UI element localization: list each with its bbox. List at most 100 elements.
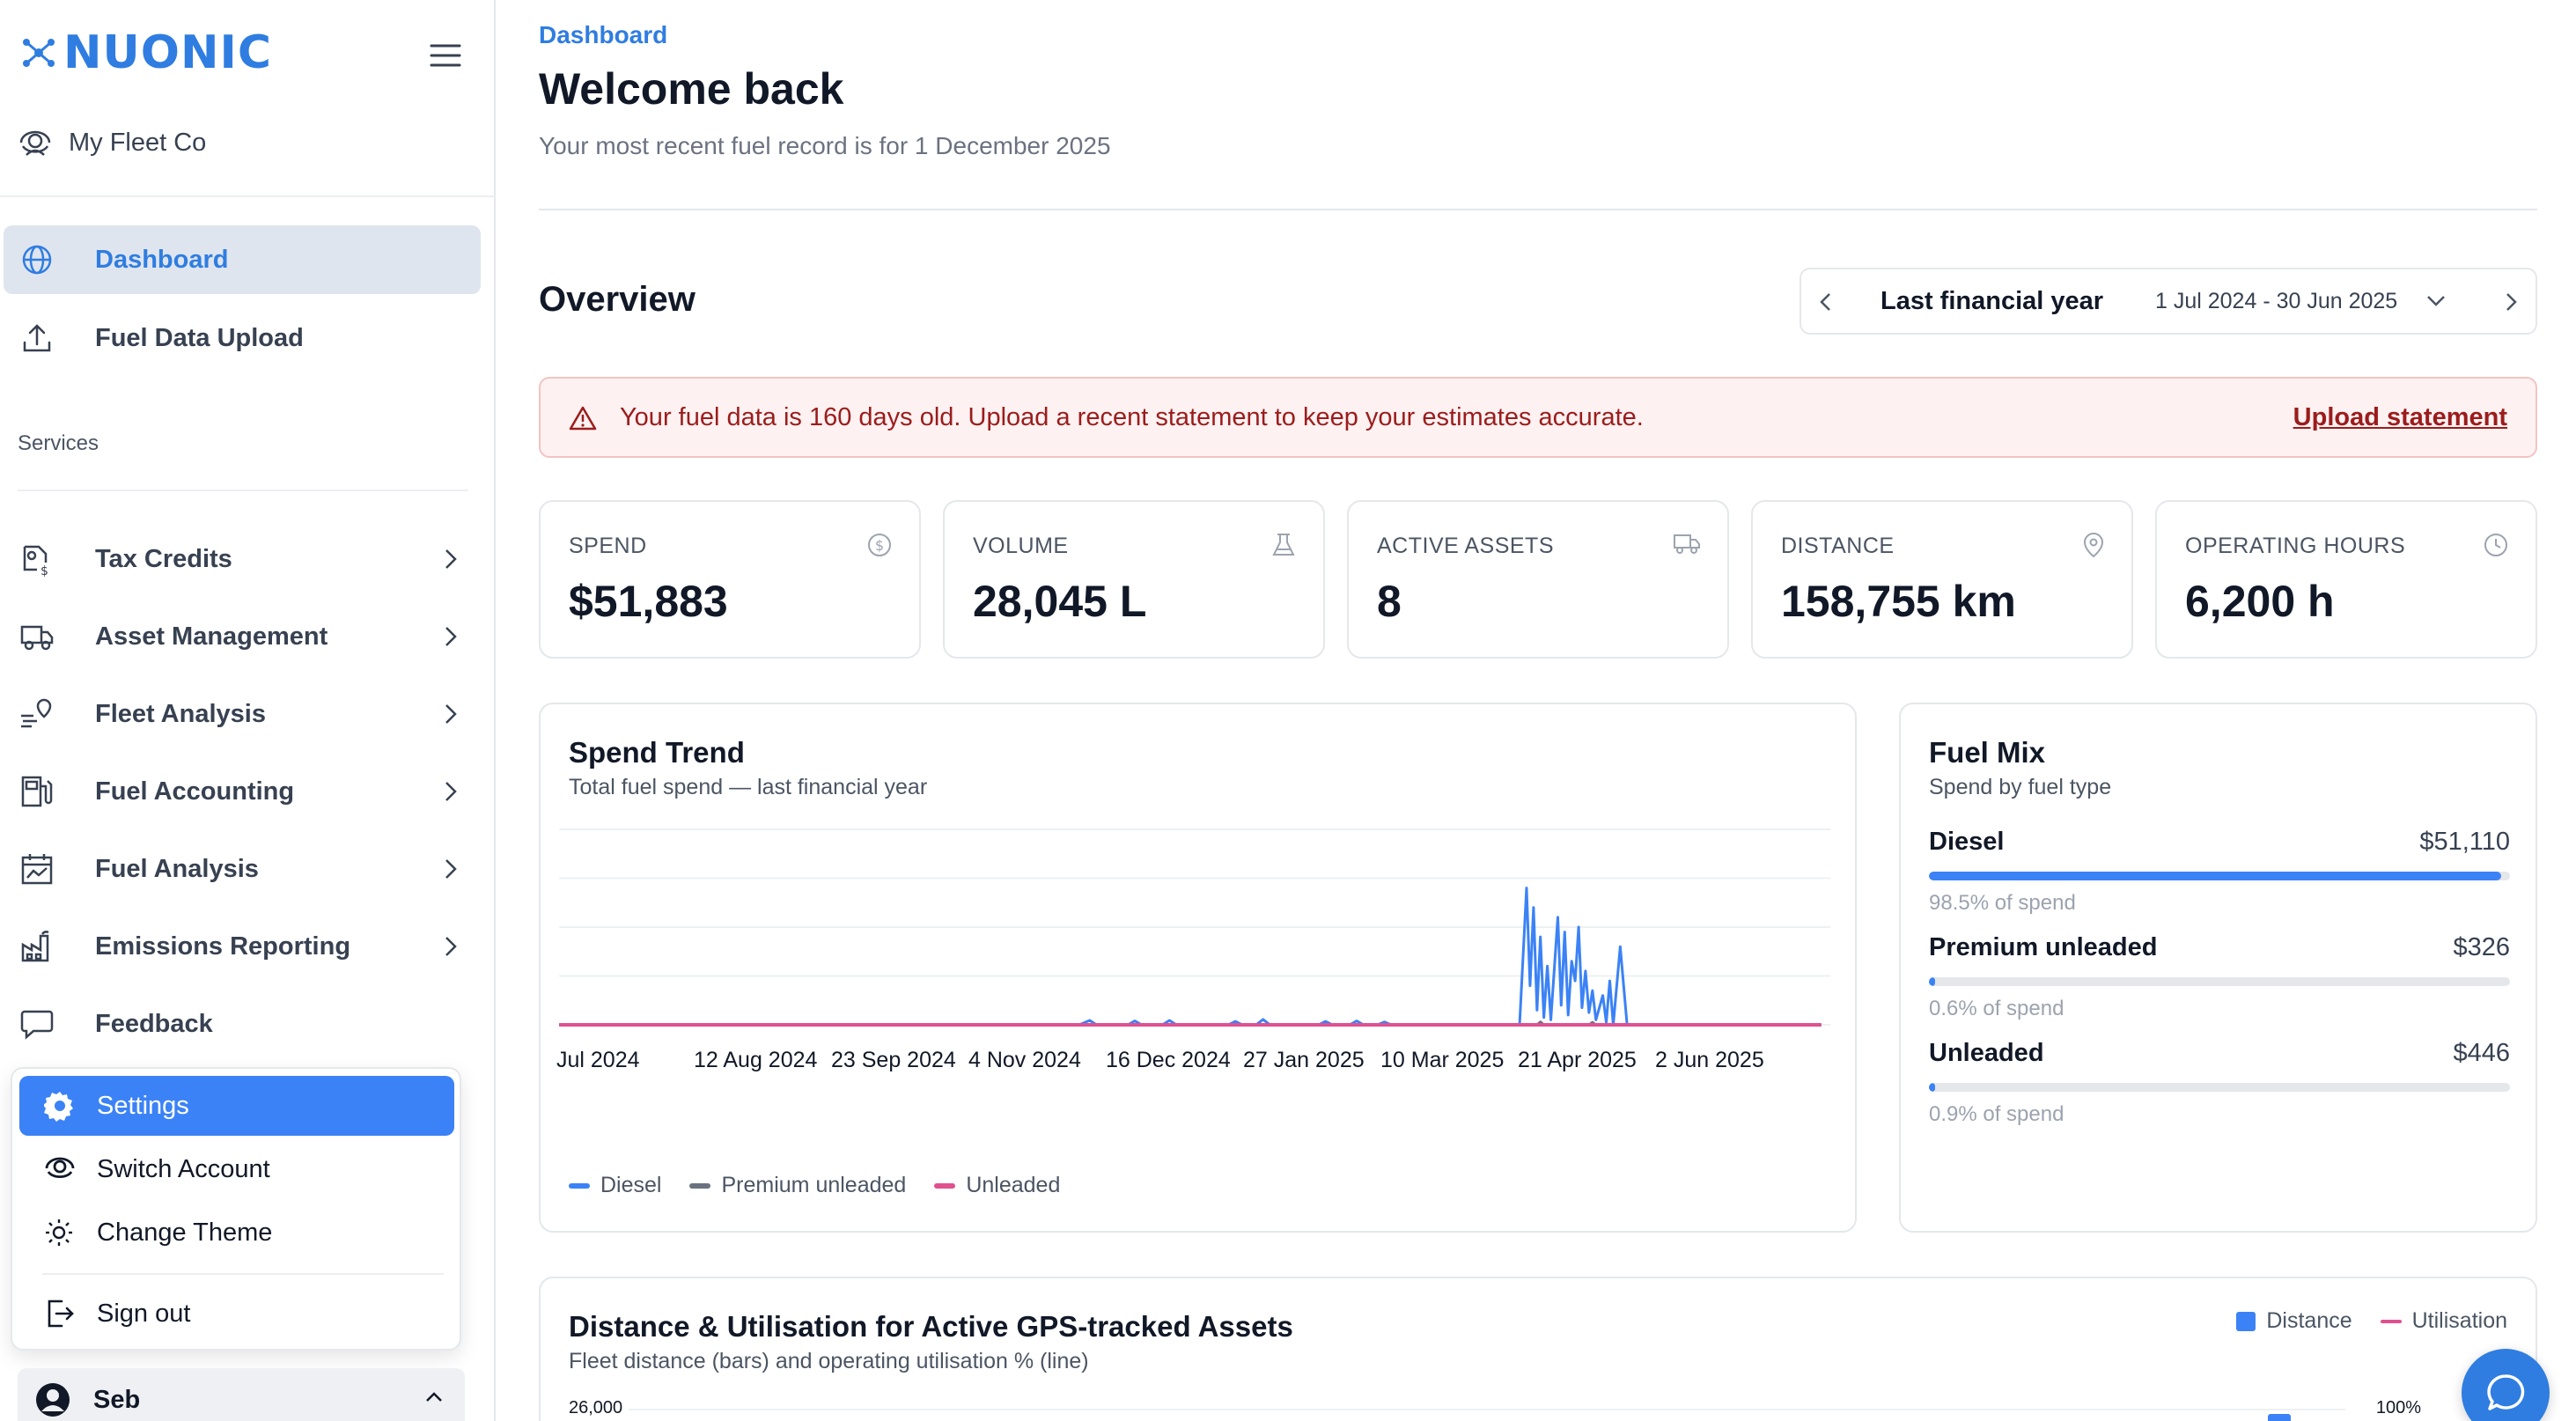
distance-bar[interactable] [2268, 1414, 2291, 1421]
divider [18, 490, 468, 491]
card-title: Distance & Utilisation for Active GPS-tr… [569, 1310, 1293, 1343]
legend-item[interactable]: Unleaded [934, 1173, 1060, 1198]
fuel-pump-icon [18, 772, 56, 811]
legend-item[interactable]: Diesel [569, 1173, 661, 1198]
x-tick-label: 23 Sep 2024 [831, 1048, 956, 1072]
legend-swatch [2236, 1311, 2256, 1331]
legend-swatch [569, 1182, 590, 1189]
fuel-share: 98.5% of spend [1929, 891, 2076, 915]
kpi-value: 8 [1377, 577, 1402, 626]
page-subtitle: Your most recent fuel record is for 1 De… [539, 132, 1111, 159]
fuel-share: 0.6% of spend [1929, 997, 2064, 1020]
chat-bubble-icon [18, 1005, 56, 1043]
nav-item-fuel-accounting[interactable]: Fuel Accounting [4, 757, 481, 826]
nav-item-tax-credits[interactable]: $ Tax Credits [4, 525, 481, 593]
upload-statement-link[interactable]: Upload statement [2293, 403, 2507, 431]
kpi-label: OPERATING HOURS [2185, 534, 2406, 558]
progress-track [1929, 977, 2510, 986]
menu-item-label: Sign out [97, 1299, 191, 1328]
hamburger-icon [430, 44, 461, 67]
legend-swatch [689, 1182, 711, 1189]
divider [0, 195, 496, 197]
globe-icon [18, 240, 56, 279]
breadcrumb[interactable]: Dashboard [539, 21, 668, 48]
truck-icon [1673, 532, 1701, 555]
menu-toggle-button[interactable] [428, 42, 463, 69]
legend-item[interactable]: Distance [2236, 1308, 2352, 1334]
svg-text:$: $ [875, 537, 884, 554]
next-period-button[interactable] [2502, 289, 2520, 315]
menu-item-settings[interactable]: Settings [19, 1076, 454, 1136]
kpi-label: VOLUME [973, 534, 1069, 558]
user-menu-popup: Settings Switch Account Change Theme Sig… [11, 1067, 461, 1351]
nav-label: Asset Management [95, 622, 328, 651]
legend-label: Premium unleaded [721, 1173, 907, 1197]
menu-item-sign-out[interactable]: Sign out [19, 1284, 454, 1344]
nav-label: Fleet Analysis [95, 699, 266, 728]
range-preset[interactable]: Last financial year [1880, 287, 2104, 315]
legend-item[interactable]: Premium unleaded [689, 1173, 906, 1198]
kpi-value: 28,045 L [973, 577, 1147, 626]
x-tick-label: Jul 2024 [556, 1048, 640, 1072]
logo[interactable]: NUONIC [19, 26, 272, 79]
clock-icon [2483, 532, 2509, 558]
tax-icon: $ [18, 540, 56, 578]
divider [539, 209, 2537, 210]
nav-item-asset-management[interactable]: Asset Management [4, 602, 481, 671]
progress-fill [1929, 977, 1935, 986]
x-tick-label: 16 Dec 2024 [1106, 1048, 1231, 1072]
range-dates[interactable]: 1 Jul 2024 - 30 Jun 2025 [2155, 289, 2398, 313]
chevron-right-icon [444, 625, 458, 648]
chevron-down-icon[interactable] [2425, 292, 2447, 310]
kpi-label: DISTANCE [1781, 534, 1895, 558]
legend-item[interactable]: Utilisation [2380, 1308, 2507, 1334]
legend-swatch [934, 1182, 956, 1189]
legend-swatch [2380, 1319, 2402, 1323]
sidebar: NUONIC My Fleet Co Dashboard [0, 0, 496, 1421]
kpi-label: SPEND [569, 534, 647, 558]
nav-label: Dashboard [95, 245, 229, 274]
nav-item-emissions-reporting[interactable]: Emissions Reporting [4, 912, 481, 981]
card-title: Fuel Mix [1929, 736, 2046, 769]
chevron-right-icon [444, 780, 458, 803]
card-subtitle: Fleet distance (bars) and operating util… [569, 1349, 1089, 1373]
y-axis-right-tick: 100% [2375, 1398, 2421, 1417]
chevron-right-icon [2506, 293, 2517, 311]
spend-trend-card: Spend Trend Total fuel spend — last fina… [539, 703, 1857, 1233]
nav-item-fuel-analysis[interactable]: Fuel Analysis [4, 835, 481, 903]
chevron-right-icon [444, 858, 458, 880]
kpi-value: $51,883 [569, 577, 728, 626]
support-chat-button[interactable] [2462, 1349, 2550, 1421]
chevron-right-icon [444, 703, 458, 725]
fuel-name: Diesel [1929, 828, 2005, 856]
user-name: Seb [93, 1386, 141, 1414]
switch-account-icon [44, 1154, 76, 1184]
series-line-diesel[interactable] [559, 888, 1822, 1025]
org-switcher[interactable]: My Fleet Co [18, 127, 206, 158]
logo-mark-icon [19, 33, 58, 72]
previous-period-button[interactable] [1817, 289, 1835, 315]
alert-message: Your fuel data is 160 days old. Upload a… [620, 403, 1644, 431]
fuel-name: Premium unleaded [1929, 933, 2158, 961]
route-icon [18, 695, 56, 733]
nav-label: Feedback [95, 1009, 213, 1038]
menu-item-label: Change Theme [97, 1218, 273, 1247]
nav-item-fuel-data-upload[interactable]: Fuel Data Upload [4, 304, 481, 372]
svg-text:$: $ [40, 564, 48, 577]
nav-item-feedback[interactable]: Feedback [4, 990, 481, 1058]
menu-item-change-theme[interactable]: Change Theme [19, 1203, 454, 1263]
menu-item-switch-account[interactable]: Switch Account [19, 1139, 454, 1199]
user-menu-button[interactable]: Seb [18, 1368, 465, 1421]
x-tick-label: 12 Aug 2024 [694, 1048, 818, 1072]
nav-item-fleet-analysis[interactable]: Fleet Analysis [4, 680, 481, 748]
card-title: Spend Trend [569, 736, 745, 769]
fuel-value: $51,110 [2419, 828, 2510, 856]
section-title-overview: Overview [539, 280, 696, 319]
x-tick-label: 2 Jun 2025 [1655, 1048, 1764, 1072]
chevron-up-icon [424, 1391, 444, 1403]
spend-trend-chart[interactable]: Jul 2024 12 Aug 2024 23 Sep 2024 4 Nov 2024… [548, 803, 1851, 1173]
flask-icon [1270, 532, 1297, 558]
main-content: Dashboard Welcome back Your most recent … [539, 0, 2537, 1421]
nav-label: Fuel Data Upload [95, 323, 304, 352]
nav-item-dashboard[interactable]: Dashboard [4, 225, 481, 294]
